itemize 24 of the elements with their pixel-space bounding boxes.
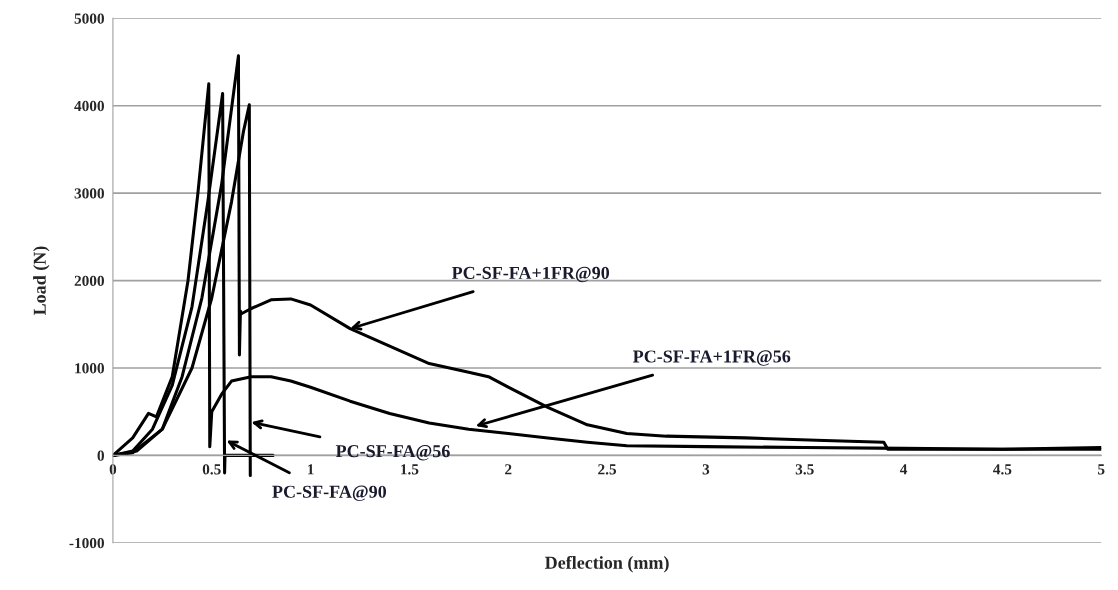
x-tick-label: 2.5 xyxy=(598,464,617,475)
x-tick-label: 2 xyxy=(505,464,512,475)
y-tick-label: 5000 xyxy=(74,13,104,24)
annotation: PC-SF-FA+1FR@90 xyxy=(451,266,610,283)
annotation: PC-SF-FA@56 xyxy=(335,445,450,461)
annotation: PC-SF-FA+1FR@56 xyxy=(632,350,791,366)
x-tick-label: 4.5 xyxy=(993,464,1012,475)
y-tick-label: 2000 xyxy=(74,275,104,286)
x-tick-label: 5 xyxy=(1098,464,1105,475)
y-axis-title: Load (N) xyxy=(33,246,50,316)
x-axis-title: Deflection (mm) xyxy=(544,555,669,573)
y-tick-label: 1000 xyxy=(75,363,104,374)
annotation: PC-SF-FA@90 xyxy=(272,485,387,502)
y-tick-label: -1000 xyxy=(69,537,104,549)
x-tick-label: 0.5 xyxy=(202,464,221,475)
y-tick-label: 4000 xyxy=(74,100,104,112)
y-tick-label: 0 xyxy=(97,450,104,461)
x-tick-label: 4 xyxy=(899,464,908,475)
y-tick-label: 3000 xyxy=(74,188,104,199)
x-tick-label: 1.5 xyxy=(401,464,419,475)
x-tick-label: 3 xyxy=(702,464,710,475)
x-tick-label: 3.5 xyxy=(795,464,814,475)
x-tick-label: 1 xyxy=(307,464,314,475)
x-tick-label: 0 xyxy=(109,464,117,475)
